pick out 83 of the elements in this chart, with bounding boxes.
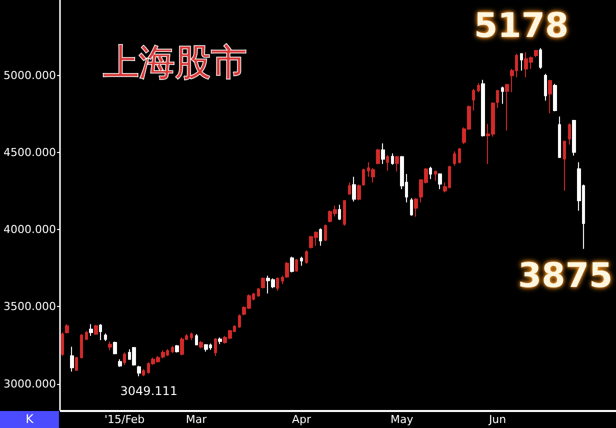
text: 上海股市 (103, 42, 247, 84)
candlestick (481, 79, 485, 138)
candlestick (553, 83, 557, 112)
candlestick (199, 340, 203, 349)
candlestick (180, 337, 184, 356)
candlestick (496, 89, 499, 108)
candlestick (572, 119, 576, 156)
x-tick-label: May (390, 413, 414, 426)
annotation: 5178 (474, 6, 569, 46)
candlestick (414, 198, 418, 218)
candlestick (104, 333, 107, 342)
text: K (0, 411, 59, 428)
candlestick (300, 256, 303, 266)
candlestick (458, 147, 461, 164)
candlestick (118, 358, 122, 368)
candlestick (123, 352, 126, 366)
candlestick (381, 142, 385, 164)
candlestick (108, 341, 112, 351)
candlestick (434, 170, 437, 182)
candlestick (99, 324, 102, 341)
x-tick-label: Apr (292, 413, 312, 426)
candlestick (477, 82, 480, 93)
candlestick (218, 337, 222, 345)
candlestick (453, 150, 456, 166)
candlestick (520, 52, 523, 72)
candlestick (137, 365, 141, 377)
candlestick (61, 332, 64, 356)
candlestick (295, 258, 298, 272)
candlestick (238, 314, 241, 328)
candlestick (257, 287, 260, 298)
candlestick (376, 148, 380, 165)
candlestick (386, 154, 389, 172)
candlestick (343, 200, 346, 226)
candlestick (204, 344, 208, 352)
candlestick (438, 172, 442, 190)
candlestick (319, 228, 322, 246)
y-tick-label: 4000.000 (4, 223, 56, 236)
candlestick (290, 256, 294, 273)
candlestick (75, 356, 78, 372)
candlestick (261, 276, 265, 290)
annotation: 3875 (518, 256, 613, 296)
candlestick (395, 155, 399, 172)
candlestick (544, 73, 547, 102)
candlestick (539, 48, 542, 70)
candlestick (568, 122, 571, 146)
candlestick (505, 83, 509, 132)
candlestick (558, 116, 561, 158)
candlestick (80, 334, 83, 359)
candlestick (89, 324, 93, 336)
annotation: 3049.111 (120, 384, 178, 398)
candlestick (548, 79, 552, 114)
candlestick (175, 344, 179, 354)
x-tick-label: Jun (488, 413, 506, 426)
candlestick (132, 346, 136, 366)
candlestick (94, 324, 98, 336)
candlestick (338, 204, 341, 220)
y-tick-label: 4500.000 (4, 146, 56, 160)
candlestick (429, 166, 432, 180)
candlestick (214, 338, 217, 356)
candlestick (190, 332, 193, 341)
y-tick-label: 3500.000 (4, 300, 56, 314)
y-tick-label: 5000.000 (4, 69, 56, 82)
x-tick-label: '15/Feb (104, 413, 145, 426)
candlestick (391, 152, 394, 166)
candlestick (85, 330, 88, 341)
y-tick-label: 3000.000 (4, 377, 56, 390)
candlestick (352, 176, 356, 202)
candlestick (113, 341, 117, 355)
candlestick (534, 49, 538, 58)
candlestick (472, 88, 475, 112)
candlestick (305, 250, 308, 264)
candlestick (70, 346, 74, 372)
candlestick (142, 368, 145, 377)
candlestick (410, 198, 413, 216)
candlestick (171, 346, 174, 354)
candlestick (563, 140, 566, 192)
x-tick-label: Mar (186, 413, 208, 426)
candlestick (348, 182, 351, 196)
candlestick (324, 224, 327, 242)
candlestick (276, 276, 279, 292)
candlestick (65, 324, 69, 334)
candlestick (501, 86, 504, 104)
candlestick (195, 334, 198, 346)
